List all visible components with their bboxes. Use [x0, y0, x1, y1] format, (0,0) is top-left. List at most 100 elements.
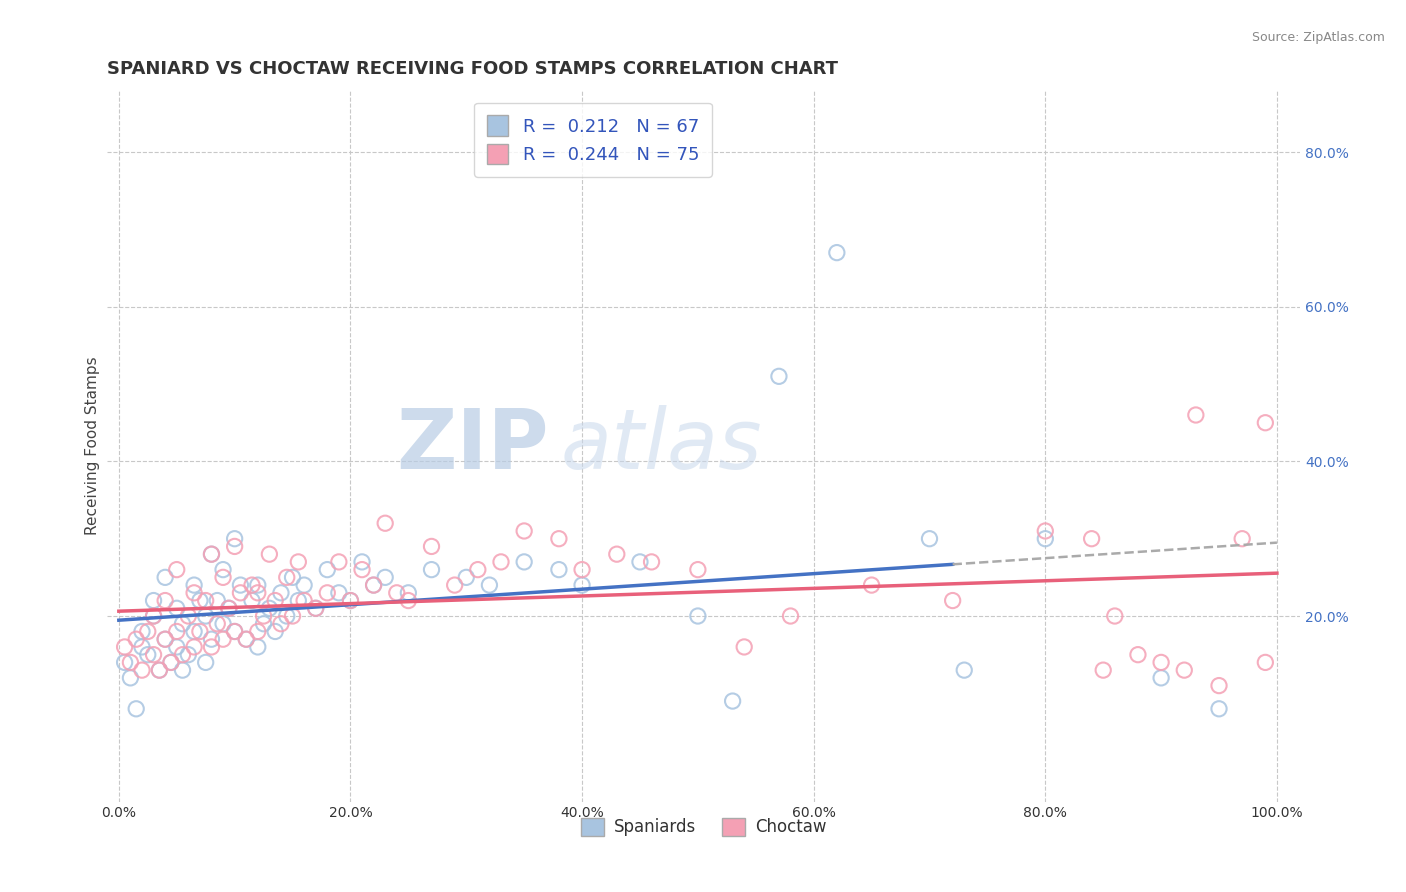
Point: [328, 555, 350, 569]
Point: [363, 578, 385, 592]
Point: [339, 593, 361, 607]
Point: [200, 640, 222, 654]
Point: [125, 632, 148, 647]
Point: [224, 624, 246, 639]
Point: [160, 656, 183, 670]
Point: [136, 648, 159, 662]
Point: [686, 563, 709, 577]
Point: [350, 563, 373, 577]
Point: [1104, 609, 1126, 624]
Point: [136, 624, 159, 639]
Point: [172, 648, 194, 662]
Point: [229, 586, 252, 600]
Point: [264, 593, 287, 607]
Point: [224, 624, 246, 639]
Point: [316, 563, 339, 577]
Point: [548, 532, 571, 546]
Point: [292, 578, 315, 592]
Point: [131, 640, 153, 654]
Text: ZIP: ZIP: [396, 406, 548, 486]
Point: [218, 601, 240, 615]
Point: [316, 586, 339, 600]
Point: [194, 656, 217, 670]
Point: [1208, 679, 1230, 693]
Point: [548, 563, 571, 577]
Point: [131, 624, 153, 639]
Point: [142, 609, 165, 624]
Point: [120, 656, 142, 670]
Point: [153, 570, 176, 584]
Text: atlas: atlas: [561, 406, 762, 486]
Point: [374, 570, 396, 584]
Point: [281, 609, 304, 624]
Point: [246, 624, 269, 639]
Point: [686, 609, 709, 624]
Point: [287, 555, 309, 569]
Point: [374, 516, 396, 531]
Point: [1150, 656, 1173, 670]
Point: [246, 640, 269, 654]
Point: [177, 648, 200, 662]
Point: [172, 663, 194, 677]
Point: [264, 624, 287, 639]
Point: [328, 586, 350, 600]
Point: [142, 593, 165, 607]
Point: [207, 593, 229, 607]
Point: [259, 601, 281, 615]
Text: Source: ZipAtlas.com: Source: ZipAtlas.com: [1251, 31, 1385, 45]
Point: [270, 586, 292, 600]
Point: [281, 570, 304, 584]
Point: [246, 586, 269, 600]
Point: [120, 671, 142, 685]
Point: [305, 601, 328, 615]
Point: [270, 616, 292, 631]
Legend: Spaniards, Choctaw: Spaniards, Choctaw: [574, 811, 832, 843]
Point: [224, 532, 246, 546]
Point: [153, 632, 176, 647]
Point: [276, 609, 298, 624]
Point: [172, 616, 194, 631]
Point: [721, 694, 744, 708]
Point: [166, 601, 188, 615]
Point: [114, 656, 136, 670]
Point: [131, 663, 153, 677]
Point: [229, 578, 252, 592]
Point: [235, 632, 257, 647]
Point: [1033, 532, 1056, 546]
Point: [240, 593, 263, 607]
Point: [292, 593, 315, 607]
Point: [628, 555, 651, 569]
Point: [1173, 663, 1195, 677]
Point: [224, 540, 246, 554]
Point: [153, 593, 176, 607]
Point: [177, 609, 200, 624]
Point: [571, 563, 593, 577]
Point: [1254, 416, 1277, 430]
Point: [606, 547, 628, 561]
Point: [1033, 524, 1056, 538]
Point: [212, 570, 235, 584]
Point: [420, 563, 443, 577]
Point: [240, 578, 263, 592]
Text: SPANIARD VS CHOCTAW RECEIVING FOOD STAMPS CORRELATION CHART: SPANIARD VS CHOCTAW RECEIVING FOOD STAMP…: [107, 60, 838, 78]
Point: [1254, 656, 1277, 670]
Point: [114, 640, 136, 654]
Point: [142, 609, 165, 624]
Point: [1080, 532, 1102, 546]
Point: [733, 640, 755, 654]
Point: [513, 524, 536, 538]
Point: [779, 609, 801, 624]
Point: [640, 555, 662, 569]
Point: [200, 632, 222, 647]
Point: [350, 555, 373, 569]
Point: [1150, 671, 1173, 685]
Point: [166, 640, 188, 654]
Point: [188, 624, 211, 639]
Point: [194, 609, 217, 624]
Point: [183, 586, 205, 600]
Point: [183, 640, 205, 654]
Point: [385, 586, 408, 600]
Point: [148, 663, 170, 677]
Point: [212, 616, 235, 631]
Point: [188, 593, 211, 607]
